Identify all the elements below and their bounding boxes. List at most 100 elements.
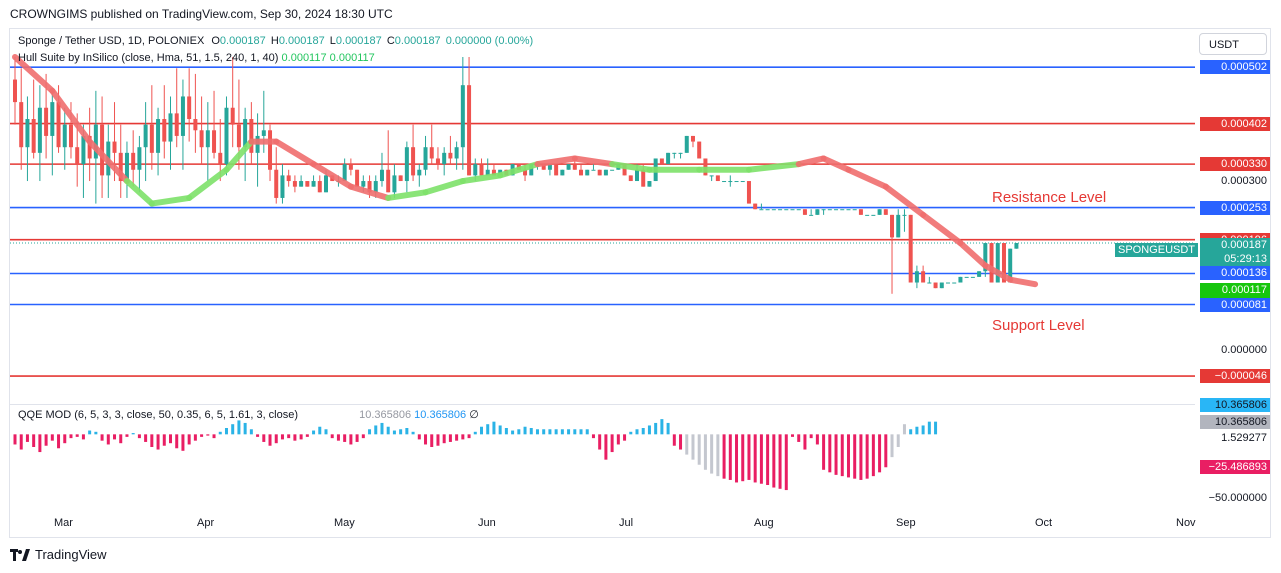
qqe-bar [747,434,751,480]
candle-body [952,282,957,284]
candle-body [342,164,347,182]
hull-segment [982,262,1014,283]
hull-segment [347,183,392,201]
legend-low: 0.000187 [335,35,382,47]
hull-legend-name: Hull Suite by InSilico (close, Hma, 51, … [18,52,279,64]
qqe-bar [878,434,882,473]
qqe-bar [206,434,210,436]
price-chart[interactable] [10,29,1195,509]
price-scale-label: 0.000402 [1200,116,1270,131]
candle-body [230,107,235,125]
qqe-bar [69,434,73,439]
candle-body [834,209,839,211]
qqe-bar [517,429,521,435]
candle-body [373,181,378,193]
qqe-bar [119,434,123,444]
qqe-bar [200,434,204,437]
qqe-bar [442,434,446,444]
qqe-bar [529,428,533,435]
qqe-bar [890,434,894,458]
candle-body [896,214,901,238]
candle-body [547,164,552,170]
qqe-bar [224,428,228,435]
candle-body [435,158,440,165]
hull-segment [148,194,193,207]
qqe-bar [50,434,54,441]
legend-l-label: L [329,35,336,47]
candle-body [131,152,136,170]
candle-body [448,152,453,159]
qqe-bar [436,434,440,446]
currency-button[interactable]: USDT [1199,33,1267,55]
qqe-scale-label: 10.365806 [1200,415,1270,429]
qqe-bar [212,434,216,439]
candle-body [355,169,360,187]
qqe-bar [567,429,571,435]
tradingview-logo-icon [10,548,30,561]
candle-body [610,169,615,171]
qqe-bar [349,434,353,445]
qqe-bar [218,431,222,435]
candle-body [392,175,397,193]
tradingview-brand[interactable]: TradingView [10,547,107,562]
candle-body [809,214,814,216]
hull-segment [273,138,317,168]
qqe-bar [623,434,627,441]
qqe-bar [405,428,409,435]
qqe-bar [710,434,714,474]
qqe-bar [162,434,166,446]
candle-body [771,209,776,211]
candle-body [50,102,55,136]
qqe-bar [336,434,340,441]
candle-body [946,282,950,284]
candle-body [933,282,938,289]
qqe-bar [834,434,838,475]
qqe-bar [654,422,658,435]
candle-body [467,85,472,176]
qqe-bar [884,434,888,468]
candle-body [379,169,384,182]
candle-body [852,209,857,211]
candle-body [485,169,490,176]
candle-body [87,135,92,159]
candle-body [143,124,148,148]
candle-body [684,135,689,153]
candle-body [977,271,982,277]
candle-body [13,79,17,103]
qqe-bar [268,434,272,446]
candle-body [678,152,683,154]
qqe-bar [772,434,776,488]
candle-body [641,169,646,187]
hull-segment [385,189,429,201]
qqe-bar [703,434,707,470]
candle-body [740,181,745,183]
qqe-bar [735,434,739,483]
hull-segment [459,172,504,185]
candle-body [840,209,845,211]
candle-body [778,209,783,211]
support-annotation: Support Level [992,317,1085,334]
hull-segment [186,166,230,201]
candle-body [261,130,266,136]
qqe-bar [343,434,347,442]
hull-segment [745,161,802,173]
candle-body [865,214,870,216]
hull-segment [882,183,927,218]
price-scale-label: 0.000187 [1200,237,1270,252]
qqe-bar [94,431,98,435]
hull-segment [422,178,466,196]
qqe-bar [728,434,732,480]
month-label-mar: Mar [54,517,73,529]
candle-body [398,175,403,182]
qqe-legend-value-1: 10.365806 [359,409,412,421]
candle-body [429,147,434,159]
qqe-bar [262,434,266,442]
candle-body [348,164,353,170]
qqe-bar [604,434,608,460]
candle-body [672,152,677,154]
candle-body [989,243,994,283]
qqe-bar [287,434,291,439]
candle-body [243,119,248,148]
candle-body [442,152,447,165]
candle-body [622,164,627,176]
